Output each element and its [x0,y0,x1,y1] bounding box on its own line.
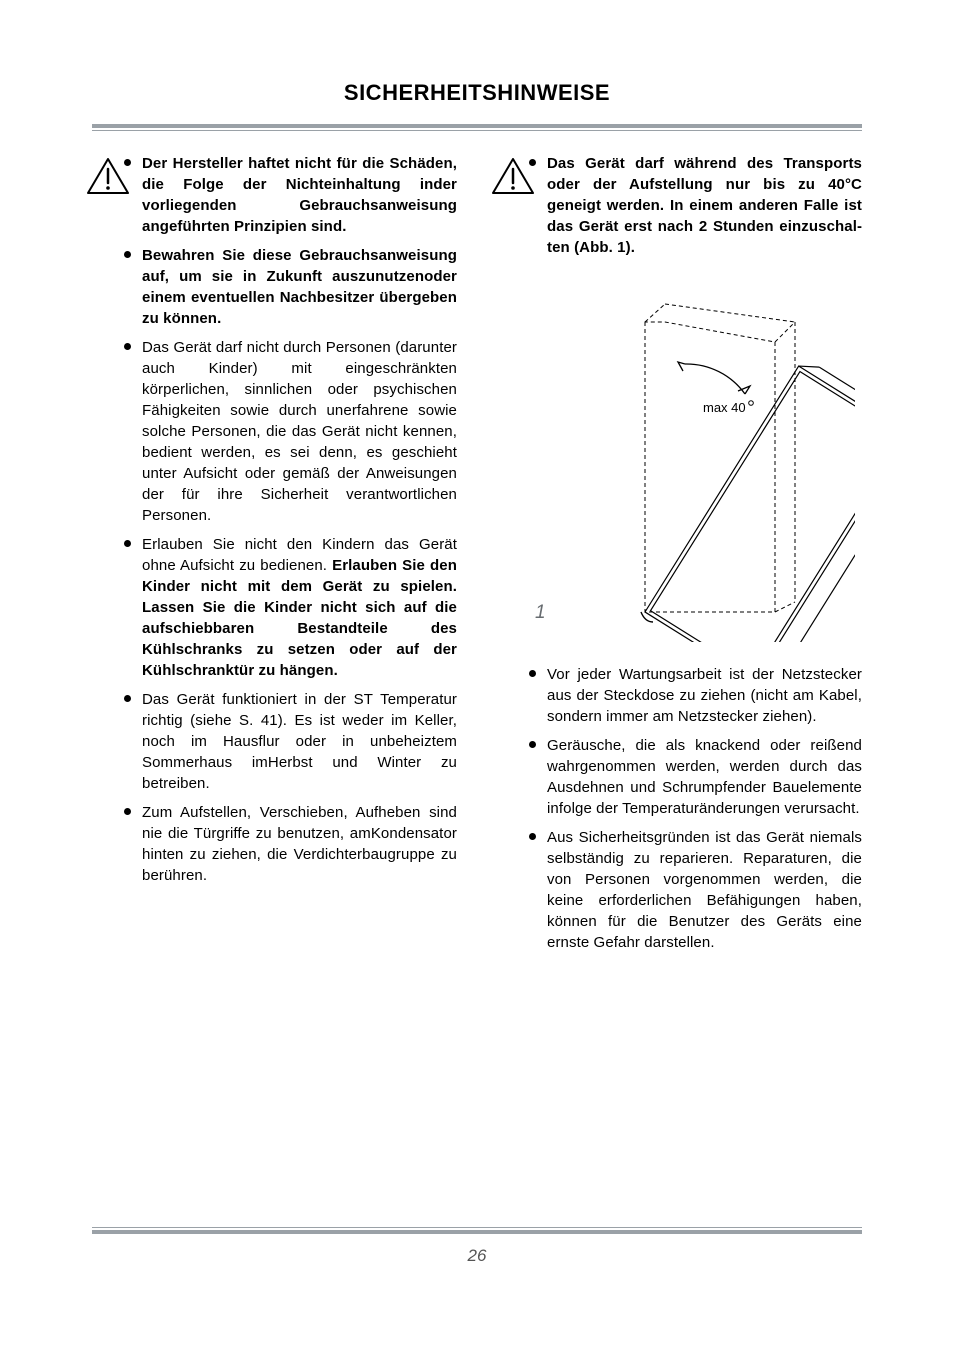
list-item: Bewahren Sie diese Gebrauchs­anweisung a… [142,245,457,329]
title-rule-thick [92,124,862,128]
item-text: Vor jeder Wartungsarbeit ist der Netzste… [547,666,862,725]
item-text: Geräusche, die als knackend oder reißend… [547,737,862,817]
tilted-fridge-diagram: max 40 [575,282,855,642]
footer-rule-thin [92,1227,862,1228]
two-column-layout: Der Hersteller haftet nicht für die Schä… [92,153,862,961]
right-bottom-bullet-list: Vor jeder Wartungsarbeit ist der Netzste… [497,664,862,953]
list-item: Das Gerät darf während des Transports od… [547,153,862,258]
right-column: Das Gerät darf während des Transports od… [497,153,862,961]
list-item: Zum Aufstellen, Verschieben, Aufhe­ben s… [142,802,457,886]
list-item: Aus Sicherheitsgründen ist das Gerät nie… [547,827,862,953]
figure-1: max 40 1 [497,282,862,642]
item-text: Aus Sicherheitsgründen ist das Gerät nie… [547,829,862,951]
item-text: Der Hersteller haftet nicht für die Schä… [142,155,457,235]
list-item: Das Gerät darf nicht durch Personen (dar… [142,337,457,526]
list-item: Der Hersteller haftet nicht für die Schä… [142,153,457,237]
item-text: Zum Aufstellen, Verschieben, Aufhe­ben s… [142,804,457,884]
list-item: Das Gerät funktioniert in der ST Tempera… [142,689,457,794]
page-number: 26 [92,1246,862,1266]
angle-text: max 40 [703,400,746,415]
title-rule-thin [92,130,862,131]
item-text: Das Gerät funktioniert in der ST Tempera… [142,691,457,792]
item-bold-tail: Erlauben Sie den Kinder nicht mit dem Ge… [142,557,457,679]
figure-label: 1 [535,602,546,624]
footer-rule-thick [92,1230,862,1234]
item-text: Bewahren Sie diese Gebrauchs­anweisung a… [142,247,457,327]
list-item: Geräusche, die als knackend oder reißend… [547,735,862,819]
right-top-bullet-list: Das Gerät darf während des Transports od… [497,153,862,258]
item-text: Das Gerät darf nicht durch Personen (dar… [142,339,457,524]
item-text: Das Gerät darf während des Transports od… [547,155,862,256]
left-bullet-list: Der Hersteller haftet nicht für die Schä… [92,153,457,886]
page-title: SICHERHEITSHINWEISE [92,80,862,106]
page-content: SICHERHEITSHINWEISE Der Hersteller hafte… [92,80,862,1280]
list-item: Erlauben Sie nicht den Kindern das Gerät… [142,534,457,681]
list-item: Vor jeder Wartungsarbeit ist der Netzste… [547,664,862,727]
left-column: Der Hersteller haftet nicht für die Schä… [92,153,457,961]
